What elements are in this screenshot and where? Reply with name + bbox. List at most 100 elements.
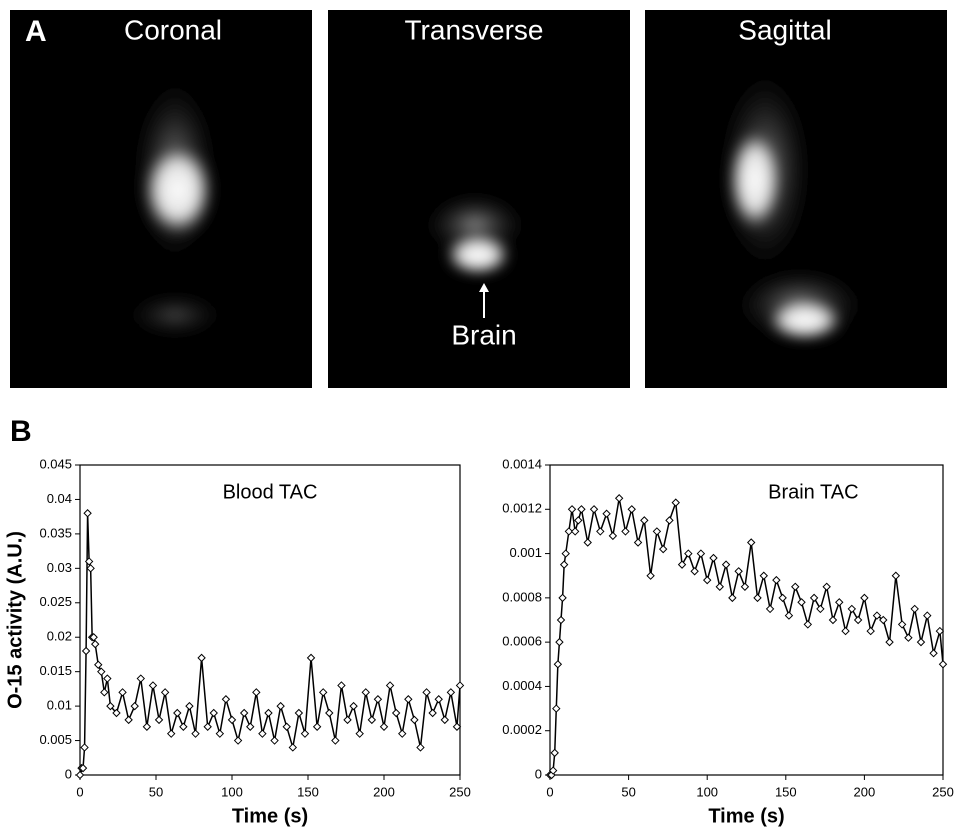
data-point [646, 571, 655, 580]
x-axis-title: Time (s) [232, 805, 308, 827]
y-tick-label: 0.025 [39, 594, 72, 609]
data-line [550, 498, 944, 776]
y-tick-label: 0.0014 [502, 456, 542, 471]
data-point [860, 593, 869, 603]
data-point [696, 549, 706, 558]
image-blobs [120, 60, 870, 345]
data-point [596, 527, 605, 536]
data-point [118, 688, 127, 697]
data-point [929, 649, 938, 658]
data-point [853, 615, 863, 625]
data-point [904, 633, 913, 642]
data-point [103, 674, 112, 683]
y-tick-label: 0.01 [47, 698, 72, 713]
data-point [553, 660, 563, 669]
plot-frame [549, 464, 944, 776]
data-point [312, 722, 322, 731]
data-point [318, 688, 328, 697]
chart-title: Blood TAC [223, 481, 318, 503]
panel-label: B [10, 415, 32, 448]
data-point [90, 639, 100, 649]
x-tick-label: 200 [373, 784, 395, 799]
panel-label: A [25, 15, 47, 48]
data-point [897, 620, 907, 629]
data-point [124, 715, 133, 725]
data-point [721, 560, 731, 569]
data-point [191, 729, 200, 738]
data-point [154, 715, 164, 725]
data-point [337, 681, 346, 690]
data-point [633, 538, 643, 547]
data-point [455, 681, 465, 690]
data-point [589, 505, 599, 514]
x-tick-label: 150 [297, 784, 319, 799]
x-tick-label: 50 [621, 784, 635, 799]
data-point [652, 527, 662, 536]
data-point [740, 582, 750, 591]
annotation: Brain [451, 319, 516, 350]
data-point [148, 681, 158, 690]
data-point [86, 564, 95, 573]
data-point [772, 575, 781, 585]
data-point [367, 715, 377, 725]
data-point [233, 736, 243, 745]
data-point [100, 688, 109, 697]
data-point [81, 646, 91, 656]
x-tick-label: 100 [221, 784, 243, 799]
data-point [97, 667, 106, 676]
y-tick-label: 0.0008 [502, 589, 542, 604]
data-point [379, 722, 389, 731]
data-point [410, 715, 419, 725]
data-point [734, 567, 743, 576]
data-point [282, 722, 291, 731]
data-point [264, 708, 273, 718]
data-point [816, 604, 825, 614]
data-point [276, 701, 285, 711]
data-point [179, 722, 188, 731]
data-point [658, 544, 668, 554]
data-point [608, 531, 618, 541]
data-point [822, 582, 831, 591]
plot-frame [79, 464, 461, 776]
data-point [828, 615, 838, 625]
data-point [404, 695, 413, 704]
data-point [252, 688, 261, 697]
data-point [885, 637, 894, 647]
data-point [621, 527, 630, 536]
data-point [160, 688, 170, 697]
data-point [627, 505, 636, 514]
data-point [564, 527, 574, 536]
data-point [173, 708, 182, 718]
data-point [602, 509, 611, 518]
data-point [215, 729, 225, 738]
y-tick-label: 0.03 [47, 560, 72, 575]
data-point [398, 729, 407, 738]
data-point [728, 593, 737, 603]
data-point [567, 505, 577, 514]
data-point [258, 729, 267, 738]
image-title: Transverse [404, 14, 543, 45]
data-point [361, 688, 370, 697]
data-point [130, 701, 139, 711]
data-point [331, 736, 340, 745]
data-point [559, 560, 569, 569]
image-title: Sagittal [738, 14, 831, 45]
data-point [209, 708, 218, 718]
data-point [306, 653, 316, 663]
data-point [677, 560, 687, 569]
x-tick-label: 200 [854, 784, 876, 799]
y-tick-label: 0.045 [39, 456, 72, 471]
data-point [385, 681, 395, 690]
data-point [246, 722, 255, 731]
data-point [872, 611, 882, 620]
data-point [136, 674, 146, 683]
data-point [294, 708, 304, 718]
y-tick-label: 0.02 [47, 629, 72, 644]
data-point [702, 575, 712, 585]
data-point [227, 715, 237, 725]
data-point [561, 549, 570, 558]
data-point [373, 695, 383, 704]
data-point [94, 660, 103, 669]
data-point [910, 604, 919, 614]
data-point [166, 729, 176, 738]
